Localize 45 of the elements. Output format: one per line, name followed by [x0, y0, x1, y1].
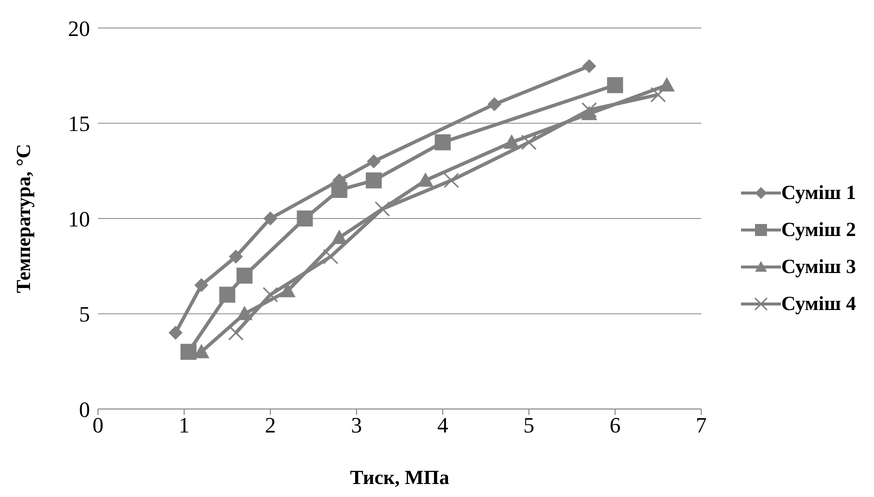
point: [374, 201, 390, 217]
x-tick-label: 5: [523, 412, 534, 438]
y-axis-title: Температура, °C: [13, 144, 36, 294]
point: [366, 172, 382, 188]
y-tick-label: 0: [79, 396, 90, 422]
point: [331, 230, 348, 244]
x-tick-label: 6: [610, 412, 621, 438]
x-axis-title: Тиск, МПа: [350, 467, 450, 489]
point: [444, 172, 460, 188]
point: [322, 248, 338, 264]
point: [236, 306, 253, 320]
legend-label: Суміш 2: [781, 218, 856, 242]
point: [650, 86, 666, 102]
point: [180, 344, 196, 360]
point: [194, 278, 208, 292]
y-tick-label: 20: [68, 16, 90, 41]
y-tick-label: 15: [68, 111, 90, 136]
point: [219, 286, 236, 303]
x-tick-label: 7: [696, 412, 707, 438]
y-tick-label: 10: [68, 206, 90, 232]
y-tick-label: 5: [79, 302, 90, 327]
x-tick-label: 2: [264, 412, 276, 438]
legend-label: Суміш 1: [781, 182, 856, 204]
point: [417, 172, 434, 187]
point: [487, 97, 502, 112]
point: [434, 134, 451, 150]
point: [504, 134, 520, 149]
legend-label: Суміш 4: [781, 292, 856, 316]
point: [331, 182, 348, 198]
point: [658, 77, 675, 92]
point: [236, 268, 253, 284]
point: [228, 250, 243, 264]
point: [521, 134, 537, 150]
x-tick-label: 3: [351, 412, 362, 438]
x-tick-label: 4: [437, 412, 448, 438]
point: [263, 212, 278, 226]
point: [366, 154, 381, 168]
point: [296, 210, 313, 226]
point: [581, 102, 597, 118]
point: [582, 59, 596, 74]
point: [168, 326, 183, 340]
point: [262, 286, 278, 302]
legend-label: Суміш 3: [781, 256, 856, 278]
x-tick-label: 1: [178, 412, 190, 438]
point: [607, 77, 624, 94]
